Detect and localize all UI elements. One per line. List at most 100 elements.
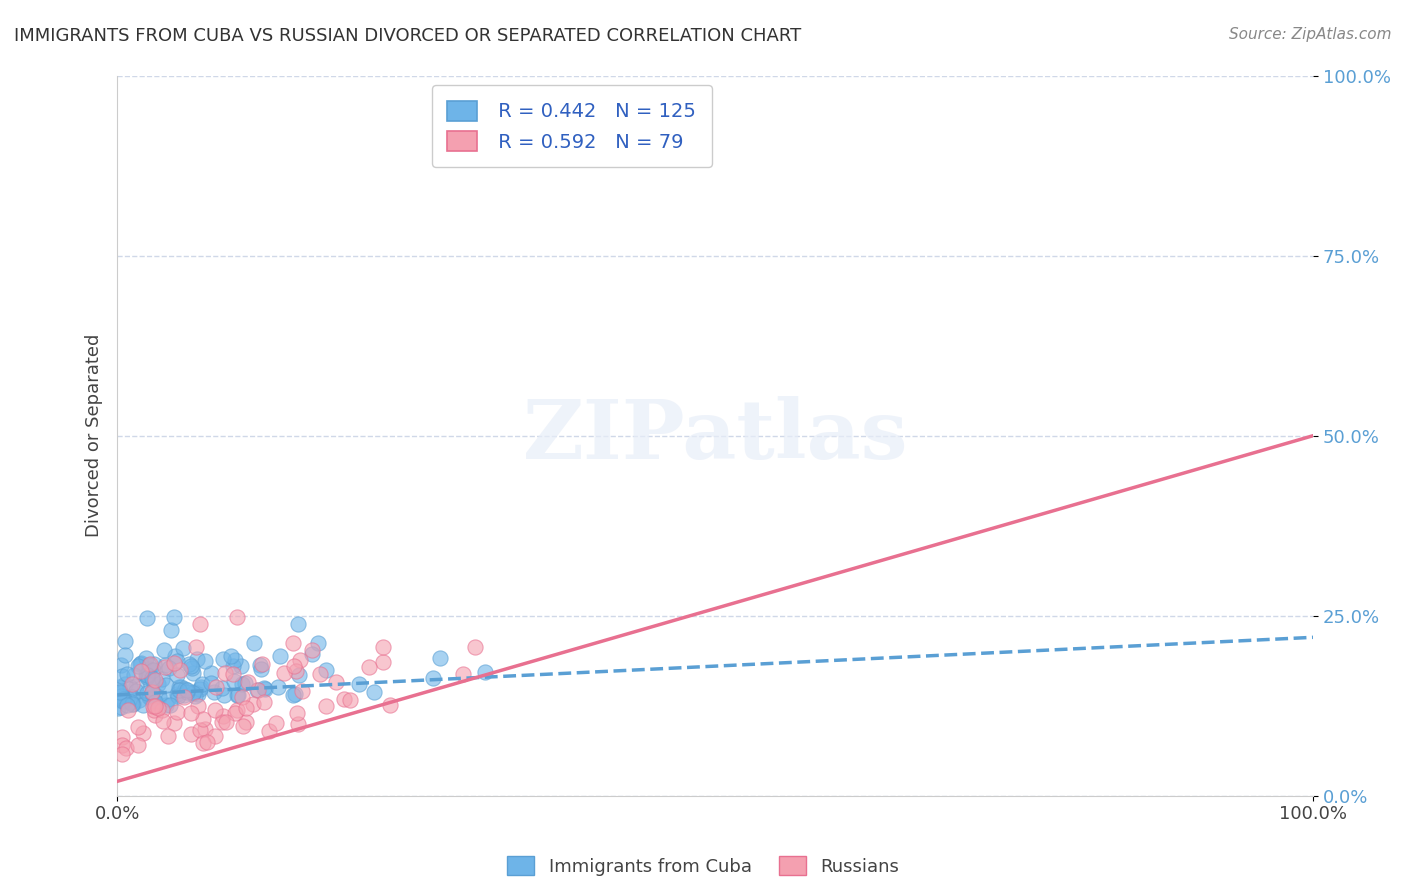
Point (142, 695, 165, 709)
Point (285, 706, 308, 721)
Point (160, 623, 183, 637)
Point (186, 651, 208, 665)
Point (141, 686, 163, 700)
Point (132, 726, 155, 740)
Point (169, 663, 191, 677)
Point (200, 665, 222, 680)
Point (143, 699, 166, 714)
Point (152, 714, 174, 728)
Point (253, 681, 276, 696)
Point (180, 727, 202, 741)
Point (464, 640, 486, 655)
Point (194, 654, 217, 668)
Point (287, 617, 309, 632)
Point (283, 688, 305, 702)
Point (150, 703, 173, 717)
Point (315, 699, 337, 714)
Point (188, 723, 211, 738)
Point (127, 720, 149, 734)
Point (153, 643, 176, 657)
Point (371, 655, 394, 669)
Point (231, 690, 253, 705)
Point (163, 715, 186, 730)
Point (110, 658, 132, 673)
Point (233, 675, 256, 690)
Point (215, 714, 238, 729)
Point (224, 706, 246, 720)
Text: IMMIGRANTS FROM CUBA VS RUSSIAN DIVORCED OR SEPARATED CORRELATION CHART: IMMIGRANTS FROM CUBA VS RUSSIAN DIVORCED… (14, 27, 801, 45)
Point (110, 689, 132, 703)
Point (474, 665, 496, 679)
Point (167, 681, 190, 695)
Point (283, 658, 305, 673)
Point (170, 680, 193, 694)
Point (136, 686, 159, 700)
Point (174, 682, 197, 697)
Point (212, 652, 235, 666)
Point (187, 687, 209, 701)
Point (115, 698, 138, 712)
Point (155, 698, 177, 713)
Point (110, 685, 132, 699)
Point (191, 677, 214, 691)
Point (291, 684, 314, 698)
Point (429, 651, 451, 665)
Point (184, 690, 207, 704)
Point (235, 700, 257, 714)
Point (163, 656, 186, 670)
Point (359, 660, 381, 674)
Point (183, 684, 205, 698)
Point (315, 664, 337, 678)
Point (195, 734, 218, 748)
Point (179, 657, 201, 671)
Point (155, 678, 177, 692)
Point (118, 681, 141, 695)
Point (142, 699, 165, 714)
Point (117, 703, 139, 717)
Point (157, 692, 180, 706)
Point (371, 640, 394, 655)
Point (214, 665, 236, 680)
Point (139, 657, 162, 672)
Point (229, 659, 252, 673)
Point (222, 674, 245, 689)
Point (127, 658, 149, 673)
Point (307, 636, 329, 650)
Point (225, 610, 247, 624)
Point (156, 729, 179, 743)
Point (211, 715, 233, 730)
Point (180, 661, 202, 675)
Point (110, 730, 132, 744)
Point (267, 681, 290, 695)
Point (236, 675, 259, 690)
Point (184, 640, 207, 655)
Point (200, 675, 222, 690)
Point (135, 651, 157, 665)
Point (121, 677, 143, 691)
Point (117, 690, 139, 705)
Point (176, 683, 198, 698)
Point (231, 677, 253, 691)
Point (120, 695, 142, 709)
Point (288, 668, 311, 682)
Point (308, 667, 330, 681)
Point (114, 677, 136, 691)
Legend:  R = 0.442   N = 125,  R = 0.592   N = 79: R = 0.442 N = 125, R = 0.592 N = 79 (432, 86, 711, 167)
Point (180, 659, 202, 673)
Point (136, 667, 159, 681)
Point (221, 649, 243, 664)
Point (246, 683, 269, 698)
Point (250, 662, 273, 676)
Point (226, 689, 249, 703)
Point (235, 714, 257, 729)
Point (191, 712, 214, 726)
Point (339, 693, 361, 707)
Point (269, 649, 291, 664)
Point (204, 729, 226, 743)
Legend: Immigrants from Cuba, Russians: Immigrants from Cuba, Russians (499, 849, 907, 883)
Point (131, 698, 153, 713)
Point (183, 665, 205, 680)
Point (257, 724, 280, 739)
Point (112, 694, 135, 708)
Point (153, 658, 176, 673)
